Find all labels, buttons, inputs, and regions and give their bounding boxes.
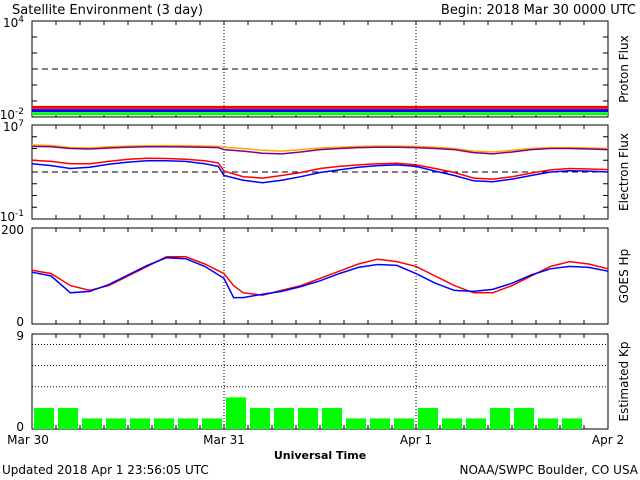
kp-bar: [394, 418, 414, 429]
kp-bar: [466, 418, 486, 429]
y-tick-label: 104: [3, 15, 24, 30]
kp-bar: [82, 418, 102, 429]
panel-3: 200 0 GOES Hp: [1, 223, 631, 329]
y-tick-label: 0: [16, 420, 24, 434]
x-tick-label-mar30: Mar 30: [7, 433, 49, 447]
kp-bar: [514, 407, 534, 429]
panel-ylabel: Electron Flux: [617, 133, 631, 211]
y-tick-exponent: -1: [15, 209, 24, 219]
kp-bar: [154, 418, 174, 429]
kp-bar: [178, 418, 198, 429]
kp-bar: [226, 397, 246, 429]
y-tick-base: 10: [0, 108, 15, 122]
y-tick-label: 0: [16, 315, 24, 329]
kp-bar: [346, 418, 366, 429]
kp-bar: [250, 407, 270, 429]
credit-text: NOAA/SWPC Boulder, CO USA: [460, 463, 639, 477]
x-axis-label: Universal Time: [274, 449, 366, 462]
kp-bar: [34, 407, 54, 429]
panel-4: 9 0 Estimated Kp: [16, 329, 631, 434]
y-tick-label: 107: [3, 119, 24, 134]
updated-timestamp: Updated 2018 Apr 1 23:56:05 UTC: [2, 463, 209, 477]
kp-bar: [490, 407, 510, 429]
begin-time: Begin: 2018 Mar 30 0000 UTC: [441, 3, 636, 18]
panel-frame: [31, 227, 609, 325]
x-tick-label-apr1: Apr 1: [400, 433, 432, 447]
kp-bar: [418, 407, 438, 429]
series-line-blue: [31, 160, 609, 184]
y-tick-label: 10-2: [0, 107, 24, 122]
y-tick-exponent: -2: [15, 107, 24, 117]
y-tick-exponent: 4: [18, 15, 24, 25]
y-tick-base: 10: [3, 16, 18, 30]
y-tick-label: 200: [1, 223, 24, 237]
panel-ylabel: Proton Flux: [617, 35, 631, 102]
series-line-red: [31, 256, 609, 296]
series-line-red: [31, 157, 609, 180]
series-line-purple: [31, 145, 609, 155]
kp-bar: [298, 407, 318, 429]
panel-ylabel: GOES Hp: [617, 249, 631, 303]
x-tick-label-mar31: Mar 31: [203, 433, 245, 447]
kp-bar: [274, 407, 294, 429]
y-tick-label: 10-1: [0, 209, 24, 224]
kp-bar: [58, 407, 78, 429]
y-tick-base: 10: [3, 120, 18, 134]
series-line-blue: [31, 257, 609, 299]
kp-bar: [538, 418, 558, 429]
x-tick-label-apr2: Apr 2: [592, 433, 624, 447]
y-tick-label: 9: [16, 329, 24, 343]
kp-bar: [202, 418, 222, 429]
y-tick-exponent: 7: [18, 119, 24, 129]
kp-bar: [562, 418, 582, 429]
panel-ylabel: Estimated Kp: [617, 342, 631, 422]
chart-title: Satellite Environment (3 day): [12, 3, 203, 18]
y-tick-base: 10: [0, 210, 15, 224]
kp-bar: [130, 418, 150, 429]
kp-bar: [370, 418, 390, 429]
kp-bar: [106, 418, 126, 429]
series-line-orange: [31, 144, 609, 153]
panel-frame: [31, 20, 609, 118]
kp-bar: [442, 418, 462, 429]
kp-bar: [322, 407, 342, 429]
